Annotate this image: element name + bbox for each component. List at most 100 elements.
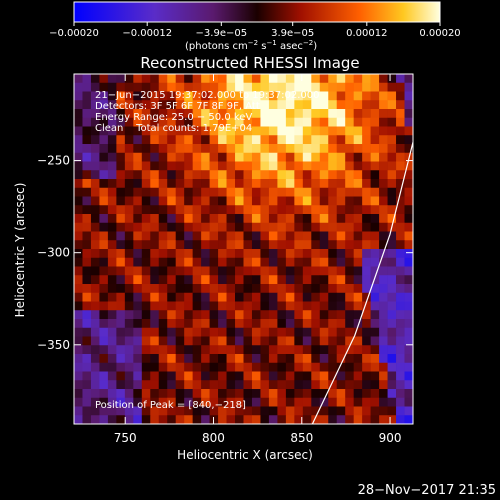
- heatmap-cell: [158, 231, 168, 241]
- heatmap-cell: [124, 319, 134, 329]
- heatmap-cell: [404, 214, 413, 224]
- heatmap-cell: [370, 371, 380, 381]
- heatmap-cell: [294, 170, 304, 180]
- heatmap-cell: [82, 362, 92, 372]
- heatmap-cell: [353, 196, 363, 206]
- heatmap-cell: [209, 266, 219, 276]
- heatmap-cell: [243, 354, 253, 364]
- heatmap-cell: [353, 170, 363, 180]
- heatmap-cell: [277, 275, 287, 285]
- heatmap-cell: [251, 371, 261, 381]
- heatmap-cell: [379, 389, 388, 399]
- heatmap-cell: [345, 231, 354, 241]
- heatmap-cell: [379, 345, 388, 355]
- heatmap-cell: [90, 389, 100, 399]
- heatmap-cell: [251, 310, 261, 320]
- heatmap-cell: [124, 292, 134, 302]
- heatmap-cell: [192, 336, 202, 346]
- heatmap-cell: [302, 389, 312, 399]
- heatmap-cell: [74, 196, 83, 206]
- heatmap-cell: [353, 117, 363, 127]
- heatmap-cell: [226, 354, 236, 364]
- heatmap-cell: [150, 214, 160, 224]
- heatmap-cell: [158, 415, 168, 424]
- heatmap-cell: [74, 371, 83, 381]
- heatmap-cell: [107, 100, 117, 110]
- heatmap-cell: [370, 187, 380, 197]
- heatmap-cell: [107, 91, 117, 101]
- colorbar-tick-label: −0.00020: [49, 28, 99, 39]
- heatmap-cell: [345, 310, 354, 320]
- heatmap-cell: [294, 389, 304, 399]
- heatmap-cell: [99, 214, 109, 224]
- heatmap-cell: [319, 257, 329, 267]
- heatmap-cell: [90, 82, 100, 92]
- heatmap-cell: [175, 336, 185, 346]
- heatmap-cell: [74, 397, 83, 407]
- heatmap-cell: [99, 406, 109, 416]
- heatmap-cell: [404, 275, 413, 285]
- heatmap-cell: [328, 249, 338, 259]
- heatmap-cell: [379, 301, 388, 311]
- heatmap-cell: [133, 179, 143, 189]
- heatmap-cell: [362, 179, 371, 189]
- heatmap-cell: [107, 222, 117, 232]
- heatmap-cell: [336, 240, 346, 250]
- heatmap-cell: [167, 144, 176, 154]
- heatmap-cell: [158, 371, 168, 381]
- heatmap-cell: [99, 179, 109, 189]
- heatmap-cell: [302, 117, 312, 127]
- heatmap-cell: [336, 152, 346, 162]
- heatmap-cell: [124, 380, 134, 390]
- heatmap-cell: [336, 406, 346, 416]
- heatmap-cell: [184, 214, 193, 224]
- heatmap-cell: [150, 240, 160, 250]
- heatmap-cell: [319, 389, 329, 399]
- heatmap-cell: [396, 240, 405, 250]
- heatmap-cell: [116, 117, 126, 127]
- heatmap-cell: [82, 301, 92, 311]
- heatmap-cell: [235, 257, 244, 267]
- heatmap-cell: [201, 74, 210, 84]
- heatmap-cell: [82, 91, 92, 101]
- heatmap-cell: [268, 284, 278, 294]
- heatmap-cell: [396, 249, 405, 259]
- heatmap-cell: [167, 240, 176, 250]
- heatmap-cell: [192, 319, 202, 329]
- heatmap-cell: [226, 135, 236, 145]
- heatmap-cell: [319, 144, 329, 154]
- heatmap-cell: [158, 91, 168, 101]
- heatmap-cell: [226, 144, 236, 154]
- heatmap-cell: [175, 187, 185, 197]
- heatmap-cell: [192, 161, 202, 171]
- heatmap-cell: [184, 187, 193, 197]
- heatmap-cell: [74, 275, 83, 285]
- heatmap-cell: [311, 310, 321, 320]
- heatmap-cell: [387, 100, 397, 110]
- heatmap-cell: [243, 144, 253, 154]
- heatmap-cell: [90, 257, 100, 267]
- heatmap-cell: [379, 336, 388, 346]
- heatmap-cell: [285, 240, 295, 250]
- heatmap-cell: [133, 249, 143, 259]
- heatmap-cell: [243, 327, 253, 337]
- heatmap-cell: [192, 266, 202, 276]
- heatmap-cell: [404, 415, 413, 424]
- heatmap-cell: [379, 371, 388, 381]
- heatmap-cell: [218, 196, 227, 206]
- heatmap-cell: [184, 406, 193, 416]
- heatmap-cell: [328, 327, 338, 337]
- heatmap-cell: [201, 266, 210, 276]
- heatmap-cell: [370, 266, 380, 276]
- heatmap-cell: [167, 406, 176, 416]
- heatmap-cell: [404, 336, 413, 346]
- heatmap-cell: [311, 292, 321, 302]
- heatmap-cell: [243, 301, 253, 311]
- heatmap-cell: [294, 284, 304, 294]
- heatmap-cell: [362, 170, 371, 180]
- heatmap-cell: [319, 397, 329, 407]
- heatmap-cell: [379, 231, 388, 241]
- heatmap-cell: [124, 82, 134, 92]
- heatmap-cell: [260, 126, 270, 136]
- heatmap-cell: [268, 144, 278, 154]
